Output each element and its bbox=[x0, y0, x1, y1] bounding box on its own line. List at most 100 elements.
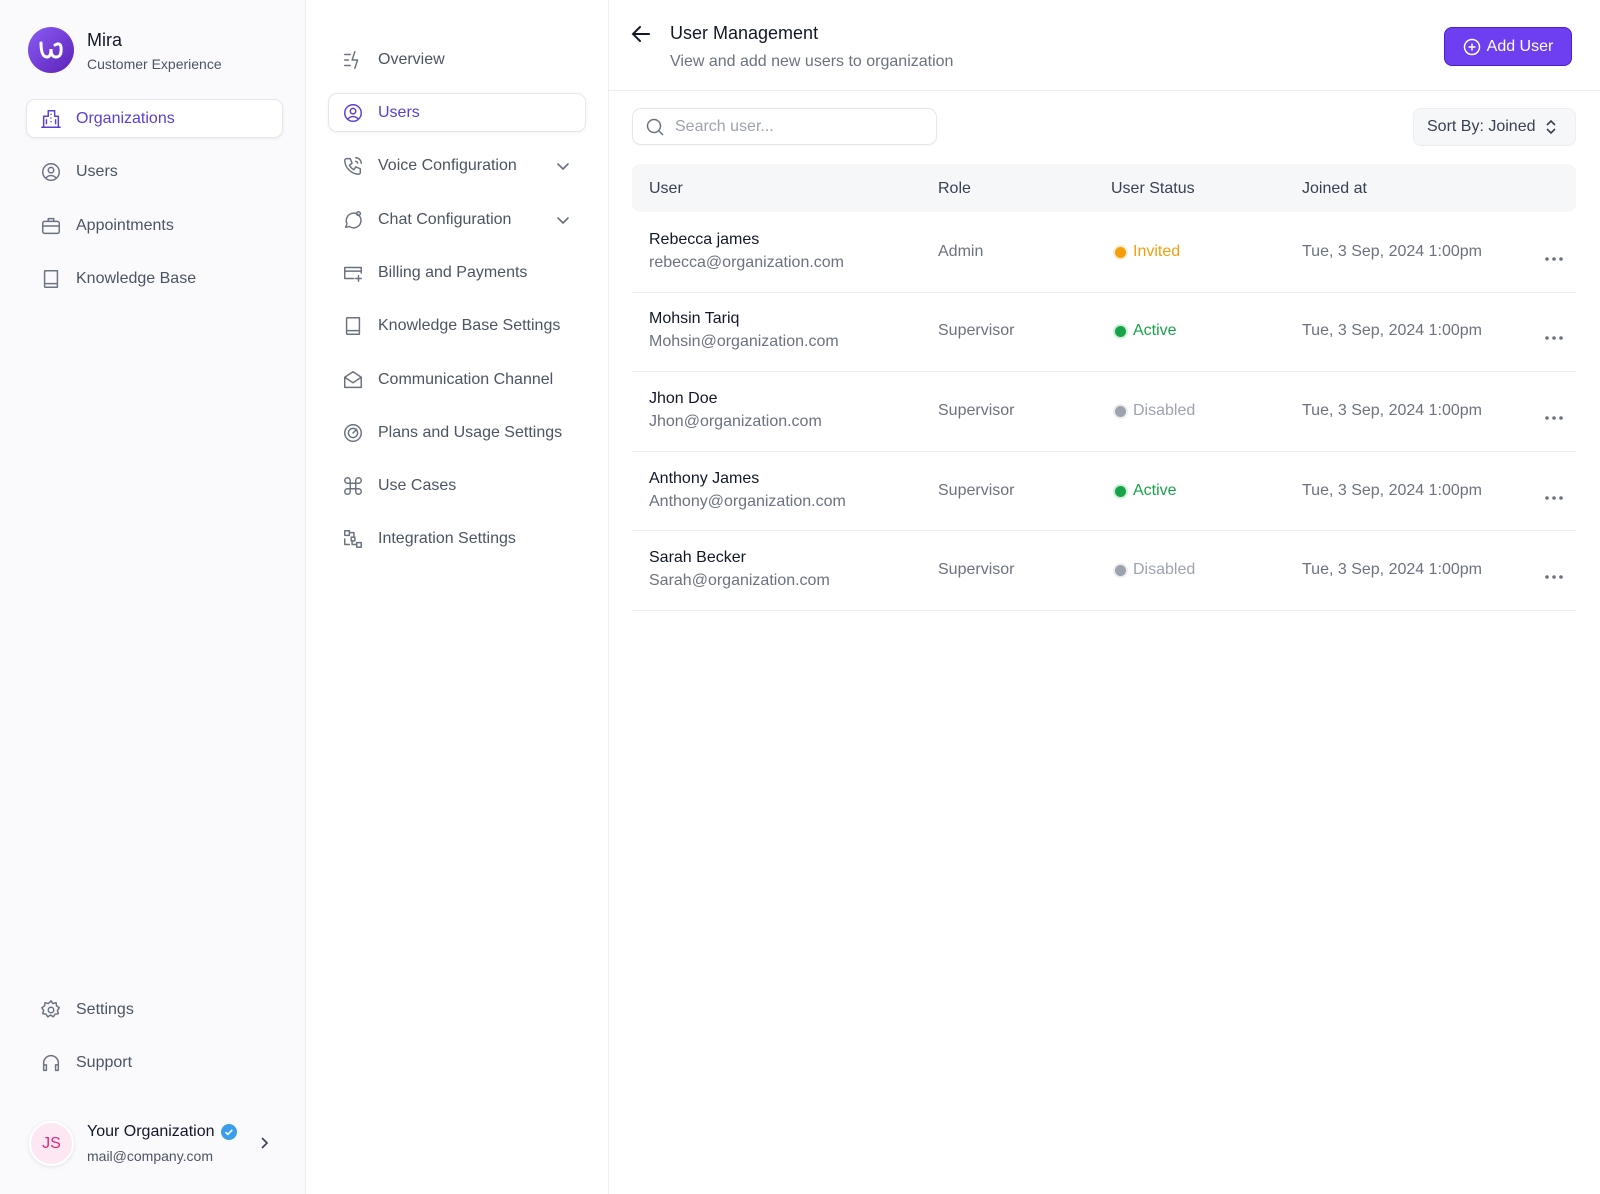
nav-item[interactable]: Knowledge Base Settings bbox=[328, 306, 586, 345]
row-divider bbox=[632, 291, 1576, 293]
column-header: Joined at bbox=[1302, 180, 1367, 197]
nav-item[interactable]: Voice Configuration bbox=[328, 146, 586, 185]
nav-label: Overview bbox=[378, 50, 445, 68]
header-divider bbox=[609, 90, 1600, 91]
account-chevron[interactable] bbox=[256, 1135, 272, 1151]
nav-label: Settings bbox=[76, 1000, 134, 1018]
nav-label: Organizations bbox=[76, 109, 175, 127]
search-icon bbox=[646, 118, 664, 136]
row-menu[interactable] bbox=[1544, 488, 1564, 500]
joined-at: Tue, 3 Sep, 2024 1:00pm bbox=[1302, 402, 1482, 419]
user-name: Sarah Becker bbox=[649, 549, 746, 567]
nav-item[interactable]: Users bbox=[26, 152, 283, 191]
row-menu[interactable] bbox=[1544, 249, 1564, 261]
row-menu[interactable] bbox=[1544, 408, 1564, 420]
avatar: JS bbox=[29, 1121, 74, 1166]
user-status: Disabled bbox=[1133, 402, 1196, 419]
nav-label: Voice Configuration bbox=[378, 156, 517, 174]
nav-label: Plans and Usage Settings bbox=[378, 423, 563, 441]
status-dot bbox=[1115, 565, 1126, 577]
status-dot bbox=[1115, 485, 1126, 497]
column-header: Role bbox=[938, 180, 971, 197]
avatar-initials: JS bbox=[42, 1134, 61, 1152]
back-button[interactable] bbox=[629, 22, 653, 46]
nav-item[interactable]: Organizations bbox=[26, 99, 283, 138]
nav-item[interactable]: Users bbox=[328, 93, 586, 132]
column-header: User Status bbox=[1111, 180, 1195, 197]
status-dot bbox=[1115, 246, 1126, 258]
row-menu[interactable] bbox=[1544, 328, 1564, 341]
user-role: Supervisor bbox=[938, 481, 1015, 499]
settings-sidebar: Overview Users Voice Configuration Chat … bbox=[306, 0, 609, 1194]
sort-label: Sort By: Joined bbox=[1427, 118, 1536, 135]
account-name-row: Your Organization bbox=[87, 1123, 237, 1141]
user-status: Disabled bbox=[1133, 561, 1196, 579]
nav-label: Knowledge Base Settings bbox=[378, 316, 561, 334]
user-name: Jhon Doe bbox=[649, 390, 718, 407]
nav-label: Support bbox=[76, 1053, 133, 1071]
row-menu[interactable] bbox=[1544, 567, 1564, 579]
expand-chevron[interactable] bbox=[555, 158, 571, 174]
nav-item[interactable]: Overview bbox=[328, 40, 586, 79]
user-email: rebecca@organization.com bbox=[649, 253, 845, 271]
user-role: Supervisor bbox=[938, 561, 1015, 579]
row-divider bbox=[632, 610, 1576, 611]
nav-label: Knowledge Base bbox=[76, 269, 197, 287]
nav-item[interactable]: Plans and Usage Settings bbox=[328, 413, 586, 452]
nav-item[interactable]: Use Cases bbox=[328, 466, 586, 505]
table-header bbox=[632, 164, 1576, 212]
nav-item[interactable]: Support bbox=[26, 1043, 283, 1082]
joined-at: Tue, 3 Sep, 2024 1:00pm bbox=[1302, 561, 1482, 579]
user-name: Rebecca james bbox=[649, 230, 760, 248]
more-icon bbox=[1545, 495, 1563, 500]
user-email: Anthony@organization.com bbox=[649, 492, 846, 510]
user-role: Admin bbox=[938, 242, 984, 260]
status-dot bbox=[1115, 406, 1126, 417]
nav-item[interactable]: Billing and Payments bbox=[328, 253, 586, 292]
page-subtitle: View and add new users to organization bbox=[670, 53, 954, 70]
joined-at: Tue, 3 Sep, 2024 1:00pm bbox=[1302, 322, 1482, 340]
row-divider bbox=[632, 530, 1576, 532]
search-input[interactable]: Search user... bbox=[632, 108, 937, 145]
expand-chevron[interactable] bbox=[555, 212, 571, 228]
nav-label: Use Cases bbox=[378, 476, 457, 494]
account-email: mail@company.com bbox=[87, 1148, 213, 1164]
brand-subtitle: Customer Experience bbox=[87, 56, 222, 72]
nav-label: Appointments bbox=[76, 216, 174, 234]
sort-icon bbox=[1545, 119, 1556, 135]
user-role: Supervisor bbox=[938, 402, 1015, 419]
nav-item[interactable]: Integration Settings bbox=[328, 519, 586, 558]
user-role: Supervisor bbox=[938, 322, 1015, 340]
add-user-button[interactable]: Add User bbox=[1444, 27, 1572, 66]
nav-label: Communication Channel bbox=[378, 370, 554, 388]
column-header: User bbox=[649, 180, 683, 197]
more-icon bbox=[1545, 256, 1563, 261]
nav-label: Billing and Payments bbox=[378, 263, 528, 281]
user-status: Active bbox=[1133, 481, 1177, 499]
user-status: Active bbox=[1133, 322, 1177, 340]
joined-at: Tue, 3 Sep, 2024 1:00pm bbox=[1302, 242, 1482, 260]
user-status: Invited bbox=[1133, 242, 1181, 260]
sort-dropdown[interactable]: Sort By: Joined bbox=[1413, 108, 1576, 146]
page-title: User Management bbox=[670, 23, 819, 43]
nav-item[interactable]: Chat Configuration bbox=[328, 200, 586, 239]
more-icon bbox=[1545, 575, 1563, 579]
user-name: Anthony James bbox=[649, 469, 760, 487]
nav-item[interactable]: Communication Channel bbox=[328, 360, 586, 399]
user-email: Mohsin@organization.com bbox=[649, 333, 839, 351]
nav-item[interactable]: Appointments bbox=[26, 206, 283, 245]
nav-label: Chat Configuration bbox=[378, 210, 512, 228]
account-name: Your Organization bbox=[87, 1123, 215, 1140]
nav-item[interactable]: Settings bbox=[26, 990, 283, 1029]
user-email: Jhon@organization.com bbox=[649, 413, 822, 430]
verified-badge bbox=[220, 1124, 237, 1140]
nav-item[interactable]: Knowledge Base bbox=[26, 259, 283, 298]
more-icon bbox=[1545, 416, 1563, 420]
plus-icon bbox=[1463, 38, 1480, 55]
row-divider bbox=[632, 450, 1576, 452]
search-placeholder: Search user... bbox=[675, 117, 774, 135]
nav-label: Integration Settings bbox=[378, 529, 516, 547]
user-email: Sarah@organization.com bbox=[649, 572, 830, 590]
nav-label: Users bbox=[76, 162, 118, 180]
